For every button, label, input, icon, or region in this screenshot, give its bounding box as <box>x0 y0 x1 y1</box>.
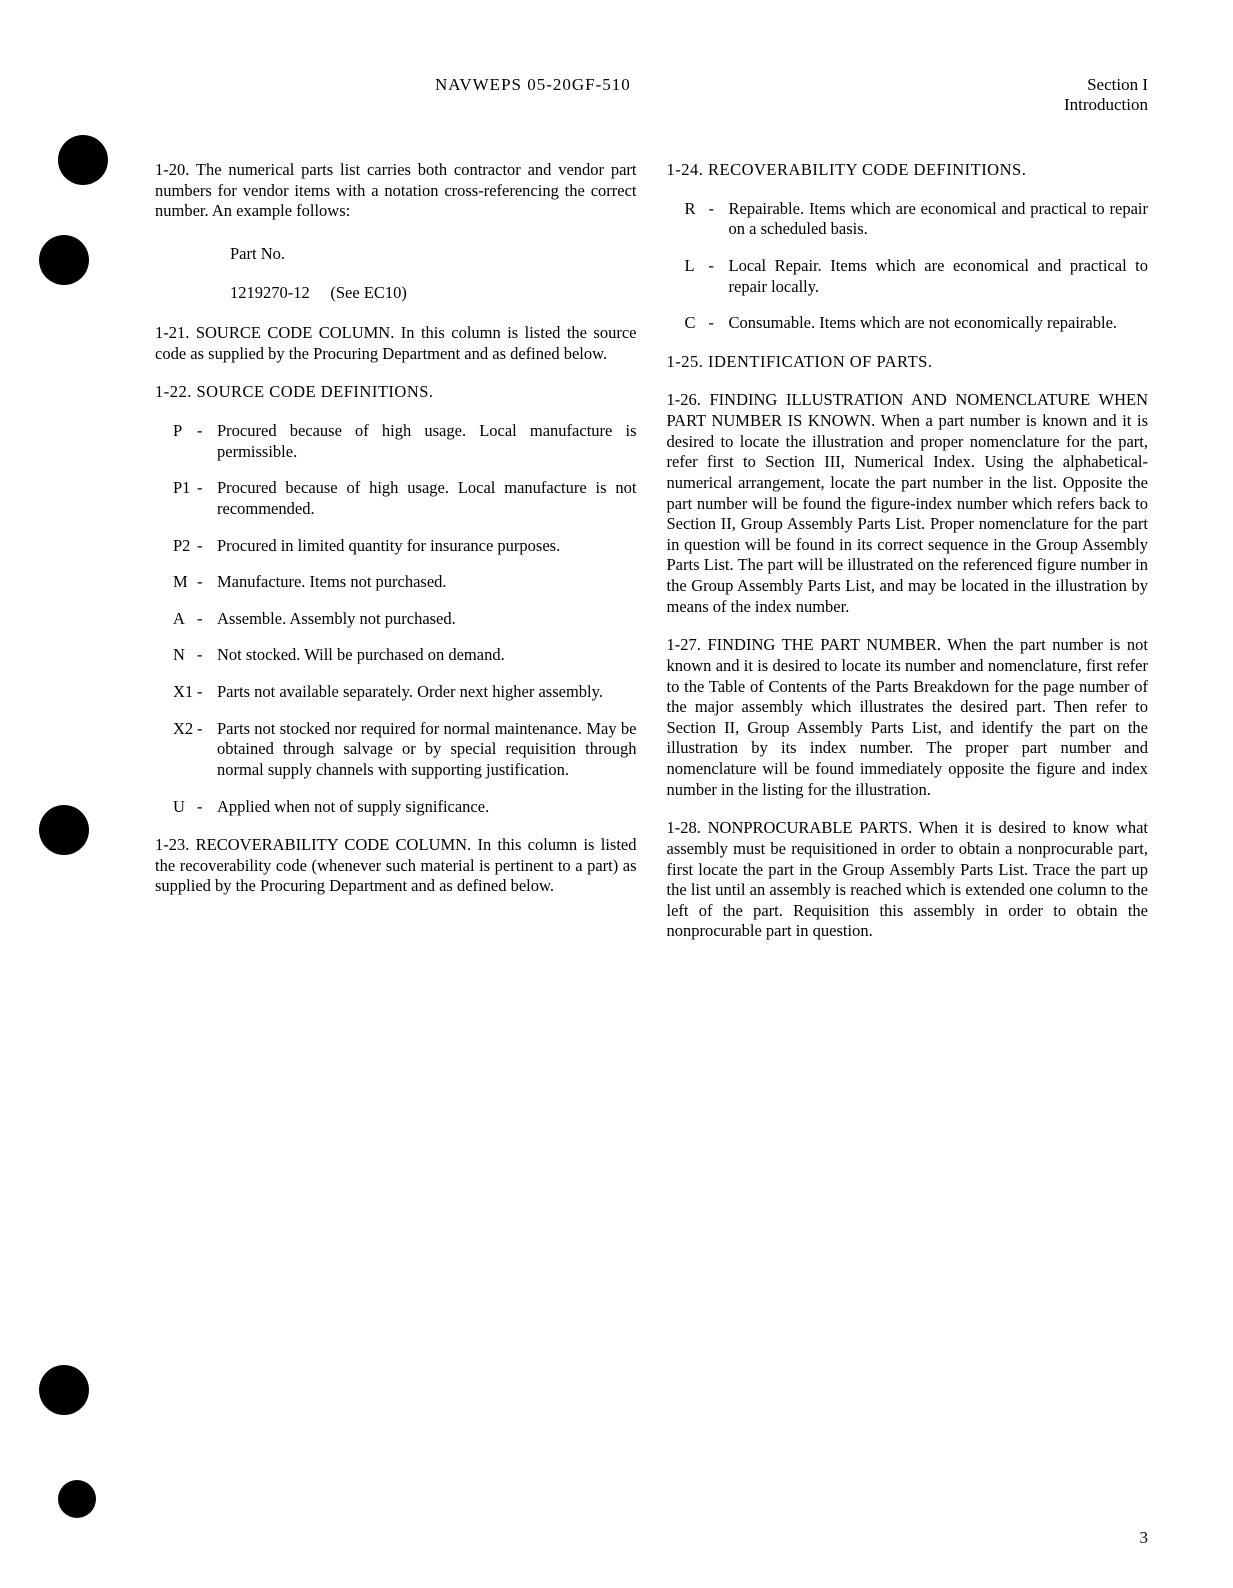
definition-dash: - <box>709 199 729 240</box>
definition-dash: - <box>197 682 217 703</box>
definition-dash: - <box>709 313 729 334</box>
hole-punch-mark <box>39 1365 89 1415</box>
definition-text: Manufacture. Items not purchased. <box>217 572 637 593</box>
page-number: 3 <box>1140 1528 1149 1548</box>
document-page: NAVWEPS 05-20GF-510 Section I Introducti… <box>0 0 1233 1588</box>
definition-code: M <box>155 572 197 593</box>
definition-code: P <box>155 421 197 462</box>
definition-text: Parts not available separately. Order ne… <box>217 682 637 703</box>
section-label: Section I <box>1064 75 1148 95</box>
definition-text: Parts not stocked nor required for norma… <box>217 719 637 781</box>
definition-dash: - <box>197 421 217 462</box>
example-part-number: 1219270-12 (See EC10) <box>230 283 637 304</box>
definition-code: N <box>155 645 197 666</box>
definition-dash: - <box>709 256 729 297</box>
definition-text: Procured because of high usage. Local ma… <box>217 478 637 519</box>
definition-item: C - Consumable. Items which are not econ… <box>667 313 1149 334</box>
example-label: Part No. <box>230 244 637 265</box>
part-reference: (See EC10) <box>330 283 407 302</box>
paragraph-1-28: 1-28. NONPROCURABLE PARTS. When it is de… <box>667 818 1149 942</box>
definition-dash: - <box>197 572 217 593</box>
document-id: NAVWEPS 05-20GF-510 <box>435 75 631 115</box>
definition-code: C <box>667 313 709 334</box>
definition-code: A <box>155 609 197 630</box>
definition-text: Not stocked. Will be purchased on demand… <box>217 645 637 666</box>
left-column: 1-20. The numerical parts list carries b… <box>155 160 637 960</box>
paragraph-1-24-title: 1-24. RECOVERABILITY CODE DEFINITIONS. <box>667 160 1149 181</box>
part-number: 1219270-12 <box>230 283 310 302</box>
definition-dash: - <box>197 609 217 630</box>
hole-punch-mark <box>39 805 89 855</box>
definition-code: X1 <box>155 682 197 703</box>
section-subtitle: Introduction <box>1064 95 1148 115</box>
paragraph-1-25-title: 1-25. IDENTIFICATION OF PARTS. <box>667 352 1149 373</box>
definition-dash: - <box>197 536 217 557</box>
definition-item: P2 - Procured in limited quantity for in… <box>155 536 637 557</box>
definition-item: X1 - Parts not available separately. Ord… <box>155 682 637 703</box>
definition-text: Local Repair. Items which are economical… <box>729 256 1149 297</box>
page-header: NAVWEPS 05-20GF-510 Section I Introducti… <box>155 75 1148 115</box>
recovery-code-definitions: R - Repairable. Items which are economic… <box>667 199 1149 334</box>
right-column: 1-24. RECOVERABILITY CODE DEFINITIONS. R… <box>667 160 1149 960</box>
definition-item: U - Applied when not of supply significa… <box>155 797 637 818</box>
content-columns: 1-20. The numerical parts list carries b… <box>155 160 1148 960</box>
paragraph-1-20: 1-20. The numerical parts list carries b… <box>155 160 637 222</box>
paragraph-1-27: 1-27. FINDING THE PART NUMBER. When the … <box>667 635 1149 800</box>
definition-code: L <box>667 256 709 297</box>
hole-punch-mark <box>58 1480 96 1518</box>
hole-punch-mark <box>58 135 108 185</box>
definition-item: A - Assemble. Assembly not purchased. <box>155 609 637 630</box>
definition-dash: - <box>197 645 217 666</box>
definition-code: R <box>667 199 709 240</box>
paragraph-1-22-title: 1-22. SOURCE CODE DEFINITIONS. <box>155 382 637 403</box>
definition-text: Repairable. Items which are economical a… <box>729 199 1149 240</box>
paragraph-1-26: 1-26. FINDING ILLUSTRATION AND NOMENCLAT… <box>667 390 1149 617</box>
definition-text: Procured in limited quantity for insuran… <box>217 536 637 557</box>
definition-text: Procured because of high usage. Local ma… <box>217 421 637 462</box>
definition-dash: - <box>197 797 217 818</box>
paragraph-1-23: 1-23. RECOVERABILITY CODE COLUMN. In thi… <box>155 835 637 897</box>
definition-item: X2 - Parts not stocked nor required for … <box>155 719 637 781</box>
paragraph-1-21: 1-21. SOURCE CODE COLUMN. In this column… <box>155 323 637 364</box>
definition-dash: - <box>197 478 217 519</box>
definition-code: U <box>155 797 197 818</box>
definition-item: P - Procured because of high usage. Loca… <box>155 421 637 462</box>
definition-code: P2 <box>155 536 197 557</box>
definition-text: Assemble. Assembly not purchased. <box>217 609 637 630</box>
hole-punch-mark <box>39 235 89 285</box>
definition-item: R - Repairable. Items which are economic… <box>667 199 1149 240</box>
header-section: Section I Introduction <box>1064 75 1148 115</box>
definition-code: X2 <box>155 719 197 781</box>
definition-item: L - Local Repair. Items which are econom… <box>667 256 1149 297</box>
definition-text: Applied when not of supply significance. <box>217 797 637 818</box>
definition-dash: - <box>197 719 217 781</box>
definition-item: M - Manufacture. Items not purchased. <box>155 572 637 593</box>
definition-item: P1 - Procured because of high usage. Loc… <box>155 478 637 519</box>
definition-text: Consumable. Items which are not economic… <box>729 313 1149 334</box>
source-code-definitions: P - Procured because of high usage. Loca… <box>155 421 637 817</box>
definition-item: N - Not stocked. Will be purchased on de… <box>155 645 637 666</box>
definition-code: P1 <box>155 478 197 519</box>
